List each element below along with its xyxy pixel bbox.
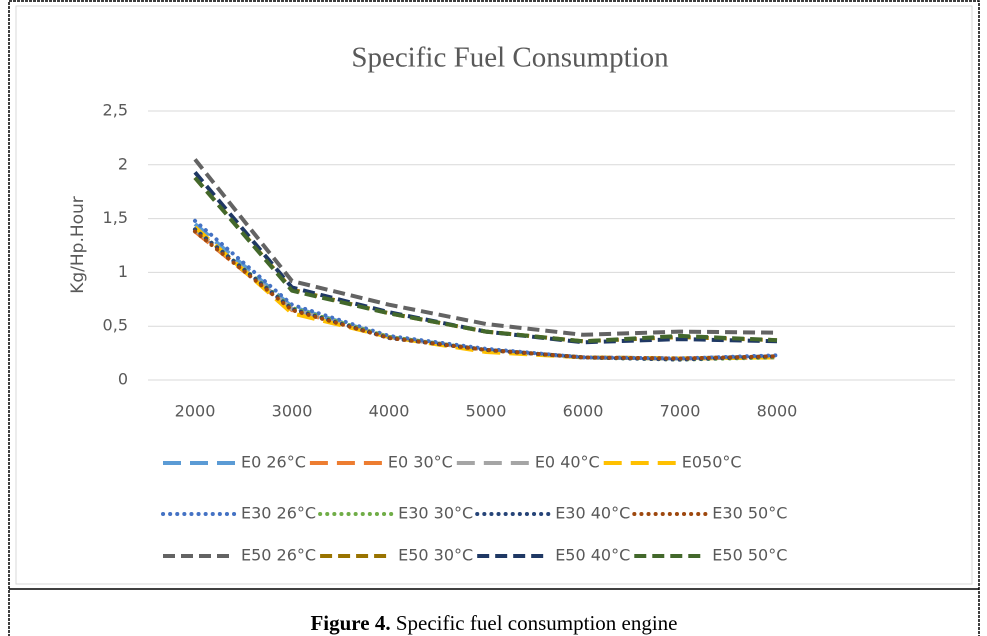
series-line — [193, 218, 779, 361]
y-tick-label: 1 — [118, 262, 128, 281]
legend-label: E50 40°C — [555, 546, 630, 565]
series-line — [193, 158, 778, 337]
legend-label: E0 40°C — [535, 453, 600, 472]
legend-label: E50 30°C — [398, 546, 473, 565]
legend-label: E0 26°C — [241, 453, 306, 472]
frame — [8, 0, 980, 636]
legend-label: E30 40°C — [555, 504, 630, 523]
y-axis-label: Kg/Hp.Hour — [68, 196, 88, 294]
series-line — [193, 171, 778, 345]
chart-border — [15, 5, 973, 585]
legend-label: E30 50°C — [712, 504, 787, 523]
legend-label: E30 26°C — [241, 504, 316, 523]
legend-label: E50 50°C — [712, 546, 787, 565]
x-tick-label: 4000 — [369, 402, 410, 421]
legend-label: E30 30°C — [398, 504, 473, 523]
x-tick-label: 5000 — [466, 402, 507, 421]
y-tick-label: 0,5 — [103, 316, 128, 335]
caption-text: Specific fuel consumption engine — [396, 611, 678, 635]
y-tick-label: 2,5 — [103, 101, 128, 120]
legend-label: E0 30°C — [388, 453, 453, 472]
x-tick-label: 6000 — [563, 402, 604, 421]
y-tick-label: 0 — [118, 370, 128, 389]
x-tick-label: 7000 — [660, 402, 701, 421]
legend-label: E050°C — [682, 453, 742, 472]
x-tick-label: 8000 — [757, 402, 798, 421]
legend-label: E50 26°C — [241, 546, 316, 565]
series-line — [193, 229, 779, 361]
x-tick-label: 2000 — [175, 402, 216, 421]
y-tick-label: 1,5 — [103, 208, 128, 227]
series-line — [193, 176, 778, 344]
caption: Figure 4. Specific fuel consumption engi… — [310, 611, 677, 635]
x-tick-label: 3000 — [272, 402, 313, 421]
series-line — [193, 176, 778, 344]
y-tick-label: 2 — [118, 154, 128, 173]
chart-title: Specific Fuel Consumption — [351, 42, 669, 74]
caption-label: Figure 4. — [310, 611, 390, 635]
